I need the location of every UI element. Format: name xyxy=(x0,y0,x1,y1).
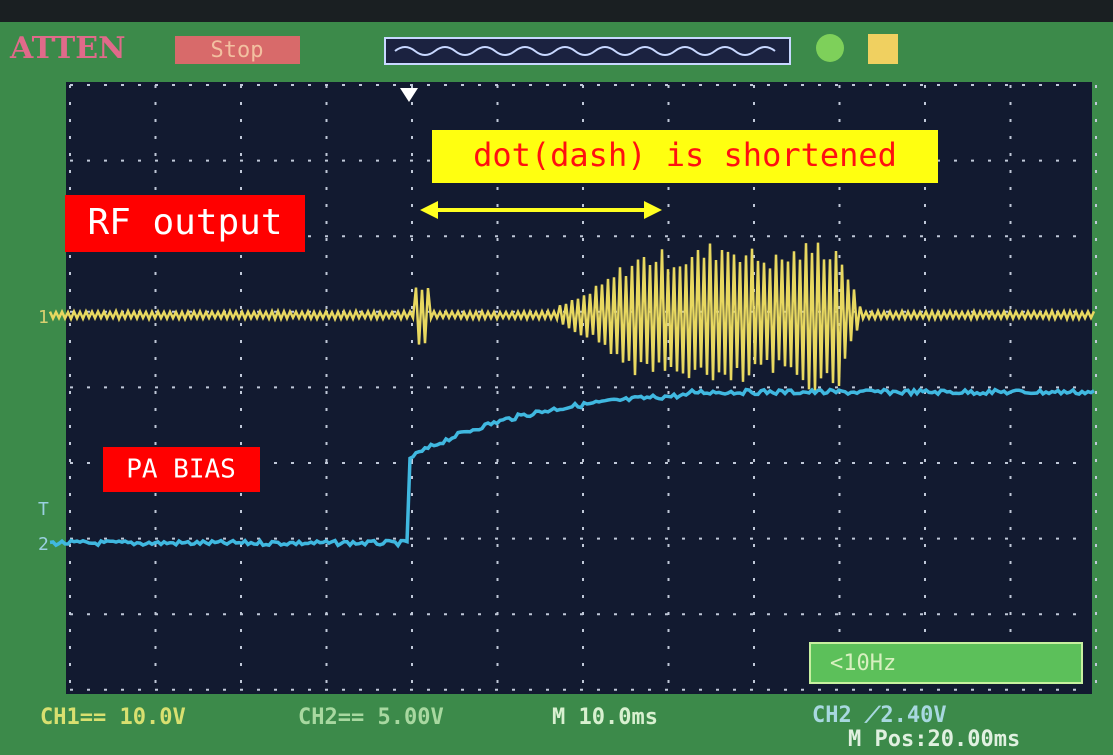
trigger-level: CH2 ⟋2.40V xyxy=(812,703,947,728)
ch1-scale: CH1== 10.0V xyxy=(40,705,186,730)
ch2-marker: 2 xyxy=(38,534,49,555)
mode-label: ATTEN xyxy=(9,31,126,66)
bias-text: PA BIAS xyxy=(126,455,236,485)
state-label: Stop xyxy=(211,38,264,63)
ch1-marker: 1 xyxy=(38,307,49,328)
rf-text: RF output xyxy=(87,202,282,243)
time-pos: M Pos:20.00ms xyxy=(848,727,1020,752)
time-scale: M 10.0ms xyxy=(552,705,658,730)
frame-top xyxy=(0,0,1113,22)
oscilloscope-photo: ATTEN Stop 1 T 2 dot(dash) is shortened … xyxy=(0,0,1113,755)
freq-text: <10Hz xyxy=(830,651,896,676)
ch2-scale: CH2== 5.00V xyxy=(298,705,444,730)
print-icon xyxy=(868,34,898,64)
note-text: dot(dash) is shortened xyxy=(473,136,897,174)
run-icon xyxy=(816,34,844,62)
trigger-marker: T xyxy=(38,499,49,520)
memory-bar xyxy=(385,38,790,64)
